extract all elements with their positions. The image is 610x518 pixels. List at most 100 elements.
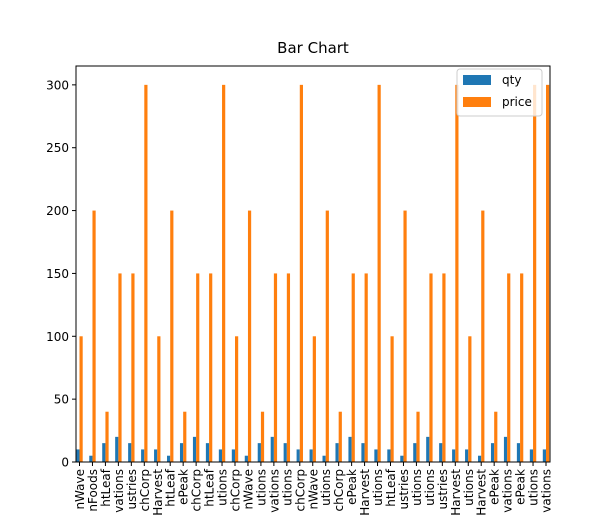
bar-price-20 bbox=[338, 411, 342, 462]
x-tick-label: ustries bbox=[397, 469, 411, 509]
chart-title: Bar Chart bbox=[277, 39, 349, 57]
x-tick-label: Harvest bbox=[475, 469, 489, 516]
x-tick-label: utions bbox=[462, 469, 476, 506]
x-tick-label: nWave bbox=[306, 469, 320, 510]
bar-price-12 bbox=[235, 336, 239, 462]
bar-qty-16 bbox=[283, 443, 287, 462]
bar-qty-31 bbox=[478, 455, 482, 462]
bar-price-15 bbox=[273, 273, 278, 462]
x-tick-label: utions bbox=[254, 469, 268, 506]
legend-label-price: price bbox=[502, 95, 532, 109]
y-axis: 0 50 100 150 200 250 300 bbox=[46, 78, 76, 470]
x-tick-label: nWave bbox=[73, 469, 87, 510]
bar-qty-12 bbox=[231, 449, 235, 462]
bar-qty-14 bbox=[257, 443, 261, 462]
x-tick-label: vations bbox=[501, 469, 515, 513]
x-tick-label: utions bbox=[371, 469, 385, 506]
bar-price-14 bbox=[260, 411, 265, 462]
x-tick-label: nWave bbox=[241, 469, 255, 510]
bar-qty-23 bbox=[374, 449, 378, 462]
bar-price-7 bbox=[170, 210, 174, 462]
bar-qty-21 bbox=[348, 436, 352, 462]
x-tick-label: htLeaf bbox=[99, 468, 113, 507]
bar-price-28 bbox=[442, 273, 446, 462]
legend-swatch-qty bbox=[463, 75, 491, 85]
bar-qty-4 bbox=[128, 443, 132, 462]
bar-price-18 bbox=[312, 336, 316, 462]
bar-price-26 bbox=[416, 411, 420, 462]
bar-price-31 bbox=[481, 210, 485, 462]
y-tick-label: 50 bbox=[54, 393, 69, 407]
bar-qty-32 bbox=[490, 443, 495, 462]
bars-layer bbox=[76, 84, 550, 463]
bar-qty-17 bbox=[296, 449, 300, 462]
y-tick-label: 300 bbox=[46, 78, 69, 92]
bar-price-35 bbox=[533, 84, 537, 463]
x-tick-label: ustries bbox=[436, 469, 450, 509]
y-tick-label: 150 bbox=[46, 267, 69, 281]
x-tick-label: ePeak bbox=[177, 469, 191, 505]
bar-qty-25 bbox=[400, 455, 404, 462]
bar-price-9 bbox=[196, 273, 200, 462]
x-tick-label: chCorp bbox=[190, 469, 204, 511]
bar-price-22 bbox=[364, 273, 368, 462]
bar-qty-2 bbox=[102, 443, 106, 462]
bar-qty-33 bbox=[503, 436, 508, 462]
bar-qty-36 bbox=[542, 449, 546, 462]
bar-price-23 bbox=[377, 84, 381, 463]
bar-price-1 bbox=[92, 210, 96, 462]
bar-qty-19 bbox=[322, 455, 326, 462]
bar-price-8 bbox=[183, 411, 187, 462]
bar-qty-34 bbox=[516, 443, 521, 462]
x-tick-label: htLeaf bbox=[164, 468, 178, 507]
bar-price-24 bbox=[390, 336, 394, 462]
x-tick-label: vations bbox=[267, 469, 281, 513]
bar-price-17 bbox=[299, 84, 303, 463]
plot-frame bbox=[75, 65, 551, 463]
bar-price-33 bbox=[507, 273, 511, 462]
x-tick-label: chCorp bbox=[332, 469, 346, 511]
x-tick-label: Harvest bbox=[151, 469, 165, 516]
x-tick-label: htLeaf bbox=[203, 468, 217, 507]
bar-price-11 bbox=[222, 84, 226, 463]
bar-qty-18 bbox=[309, 449, 313, 462]
x-tick-label: Harvest bbox=[449, 469, 463, 516]
bar-qty-27 bbox=[426, 436, 430, 462]
x-tick-label: ePeak bbox=[514, 469, 528, 505]
bar-price-25 bbox=[403, 210, 407, 462]
x-tick-label: chCorp bbox=[138, 469, 152, 511]
bar-price-10 bbox=[209, 273, 213, 462]
bar-qty-20 bbox=[335, 443, 339, 462]
bar-qty-9 bbox=[192, 436, 197, 462]
bar-qty-22 bbox=[361, 443, 365, 462]
bar-qty-1 bbox=[89, 455, 93, 462]
x-tick-label: utions bbox=[410, 469, 424, 506]
x-tick-label: utions bbox=[319, 469, 333, 506]
x-tick-label: ePeak bbox=[345, 469, 359, 505]
y-tick-label: 200 bbox=[46, 204, 69, 218]
bar-qty-7 bbox=[167, 455, 171, 462]
bar-price-27 bbox=[429, 273, 433, 462]
bar-qty-10 bbox=[205, 443, 210, 462]
bar-qty-26 bbox=[413, 443, 417, 462]
bar-price-36 bbox=[546, 84, 550, 463]
bar-price-6 bbox=[157, 336, 161, 462]
x-tick-label: ePeak bbox=[488, 469, 502, 505]
bar-qty-11 bbox=[218, 449, 223, 462]
bar-qty-29 bbox=[452, 449, 456, 462]
legend-label-qty: qty bbox=[502, 73, 521, 87]
legend-swatch-price bbox=[463, 97, 491, 107]
legend: qty price bbox=[456, 68, 543, 117]
bar-qty-8 bbox=[179, 443, 184, 462]
bar-qty-30 bbox=[465, 449, 469, 462]
y-tick-label: 100 bbox=[46, 330, 69, 344]
bar-price-34 bbox=[520, 273, 524, 462]
bar-price-29 bbox=[455, 84, 459, 463]
bar-price-0 bbox=[79, 336, 83, 462]
bar-qty-0 bbox=[76, 449, 80, 462]
bar-qty-24 bbox=[387, 449, 391, 462]
bar-qty-6 bbox=[154, 449, 158, 462]
bar-price-19 bbox=[325, 210, 329, 462]
bar-price-16 bbox=[286, 273, 291, 462]
